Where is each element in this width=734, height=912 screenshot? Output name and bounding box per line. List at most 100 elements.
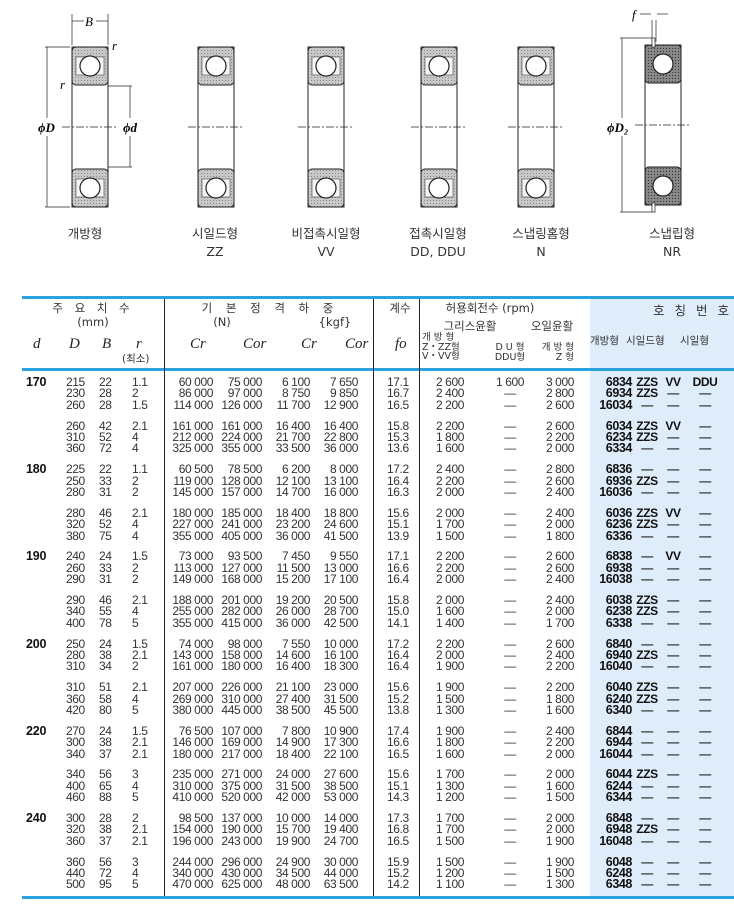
cell-r: 4: [132, 517, 139, 532]
cell-cor-n: 226 000: [221, 680, 262, 695]
cell-oil-open: 2 400: [545, 485, 574, 499]
cell-r: 3: [132, 767, 139, 782]
cell-oil-open: 2 400: [545, 648, 574, 662]
cell-designation-contact: —: [699, 593, 711, 607]
cell-cor-kgf: 27 600: [323, 767, 359, 782]
cell-grease-du: —: [504, 560, 516, 575]
cell-D: 320: [66, 822, 85, 837]
cell-B: 78: [99, 615, 112, 630]
header-main-dimensions: 주 요 치 수: [52, 301, 134, 315]
cell-grease-open: 2 200: [435, 397, 464, 412]
cell-d: 190: [26, 549, 47, 564]
cell-cr-kgf: 42 000: [275, 790, 311, 805]
cell-designation-contact: —: [699, 549, 711, 564]
cell-r: 4: [132, 430, 139, 444]
cell-cor-n: 161 000: [221, 418, 262, 433]
cell-designation-open: 6236: [605, 517, 633, 532]
cell-fo: 15.1: [387, 778, 409, 793]
cell-grease-open: 1 700: [435, 517, 464, 532]
cell-grease-open: 1 900: [435, 659, 464, 674]
cell-designation-contact: —: [699, 560, 711, 575]
cell-B: 65: [99, 778, 112, 793]
cell-designation-non-contact: —: [667, 560, 679, 575]
cell-cr-kgf: 11 700: [276, 397, 311, 412]
cell-grease-du: —: [504, 833, 516, 848]
column-divider: [373, 299, 374, 896]
cell-r: 2: [132, 473, 139, 488]
cell-grease-open: 1 600: [435, 441, 464, 456]
cell-r: 2.1: [132, 680, 148, 695]
cell-D: 225: [66, 462, 85, 477]
cell-grease-open: 2 000: [435, 648, 464, 662]
cell-cor-kgf: 14 000: [323, 811, 359, 825]
cell-D: 380: [66, 528, 85, 543]
cell-oil-open: 1 800: [545, 691, 574, 706]
cell-B: 75: [99, 528, 112, 543]
cell-fo: 13.8: [387, 703, 409, 717]
cell-oil-open: 2 000: [545, 517, 574, 532]
cell-r: 5: [132, 615, 139, 630]
type-name: 접촉시일형: [409, 226, 467, 241]
cell-grease-open: 1 100: [435, 877, 464, 892]
cell-cr-n: 73 000: [178, 549, 214, 564]
cell-grease-du: —: [504, 746, 516, 761]
cell-r: 2.1: [132, 746, 148, 761]
cell-grease-du: —: [504, 430, 516, 444]
cell-oil-open: 2 000: [545, 822, 574, 837]
cell-designation-contact: —: [699, 778, 711, 793]
cell-B: 28: [99, 811, 112, 825]
type-label-snap-ring: 스냅립형 NR: [612, 225, 732, 261]
cell-designation-open: 16044: [599, 746, 632, 761]
cell-designation-non-contact: —: [667, 636, 679, 651]
cell-grease-du: —: [504, 528, 516, 543]
dim-r-label-top: r: [112, 38, 118, 53]
cell-cor-kgf: 41 500: [323, 528, 359, 543]
cell-fo: 17.2: [387, 462, 409, 477]
type-label-open: 개방형: [25, 225, 145, 243]
cell-designation-open: 6934: [605, 386, 633, 401]
header-designation: 호 칭 번 호: [653, 303, 732, 318]
cell-cr-kgf: 19 900: [275, 833, 311, 848]
dim-phiD-label: ϕD: [38, 120, 56, 135]
cell-fo: 15.3: [387, 430, 409, 444]
cell-cor-kgf: 22 800: [323, 430, 359, 444]
cell-B: 42: [99, 418, 112, 433]
cell-grease-du: —: [504, 441, 516, 456]
cell-designation-non-contact: —: [667, 485, 679, 499]
cell-cr-n: 143 000: [172, 648, 213, 662]
cell-cor-kgf: 23 000: [323, 680, 359, 695]
cell-fo: 15.2: [387, 866, 409, 880]
cell-designation-non-contact: —: [667, 386, 679, 401]
cell-B: 56: [99, 767, 112, 782]
cell-cor-kgf: 53 000: [323, 790, 359, 805]
cell-B: 28: [99, 386, 112, 401]
cell-grease-du: —: [504, 505, 516, 520]
cell-d: 240: [26, 811, 47, 825]
cell-designation-open: 6944: [605, 735, 633, 750]
cell-cr-n: 310 000: [172, 778, 213, 793]
cell-cr-kgf: 27 400: [275, 691, 311, 706]
cell-cor-n: 625 000: [221, 877, 262, 892]
cell-cr-n: 180 000: [172, 505, 213, 520]
cell-cor-kgf: 20 500: [323, 593, 359, 607]
cell-designation-shielded: —: [641, 854, 653, 869]
cell-designation-non-contact: —: [667, 790, 679, 805]
cell-cr-n: 161 000: [172, 659, 213, 674]
cell-designation-contact: —: [699, 528, 711, 543]
bearing-non-contact-seal-drawing: [297, 46, 355, 208]
cell-r: 4: [132, 691, 139, 706]
cell-grease-du: —: [504, 462, 516, 477]
cell-oil-open: 2 600: [545, 549, 574, 564]
cell-designation-open: 6940: [605, 648, 633, 662]
cell-designation-open: 16036: [599, 485, 632, 499]
cell-B: 72: [99, 866, 112, 880]
cell-designation-non-contact: —: [667, 723, 679, 738]
cell-cr-kgf: 6 100: [281, 375, 310, 389]
type-label-non-contact-seal: 비접촉시일형 VV: [266, 225, 386, 261]
cell-designation-shielded: —: [641, 528, 653, 543]
cell-cor-kgf: 36 000: [323, 441, 359, 456]
cell-B: 37: [99, 746, 112, 761]
cell-cor-n: 75 000: [227, 375, 263, 389]
cell-cr-kgf: 21 700: [275, 430, 311, 444]
cell-designation-non-contact: —: [667, 615, 679, 630]
